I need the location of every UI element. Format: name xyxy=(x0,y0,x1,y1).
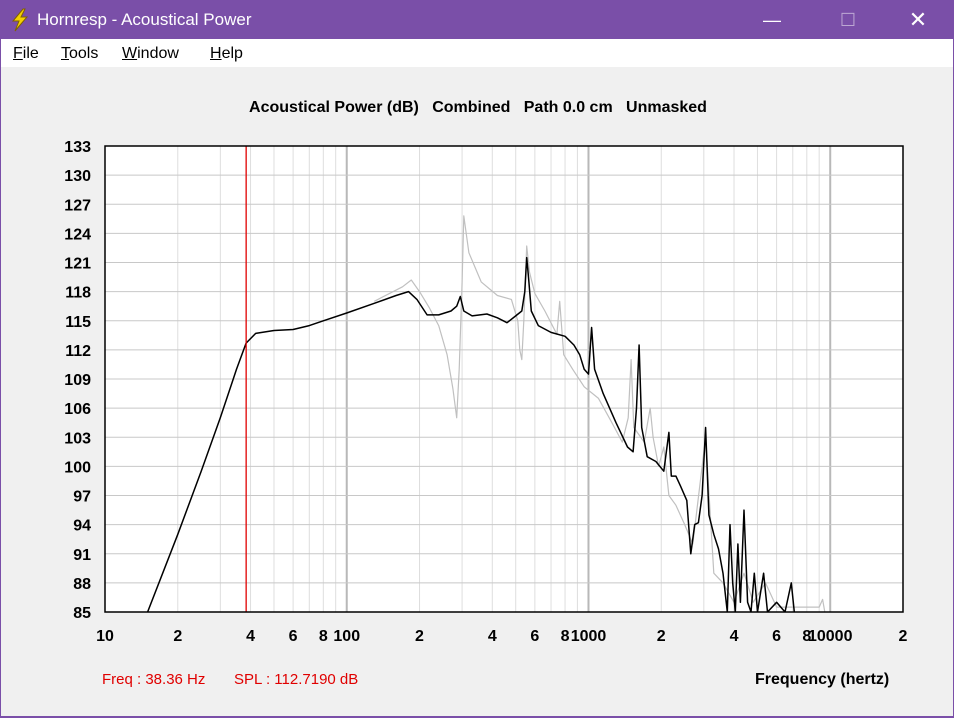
x-tick-label: 8 xyxy=(561,628,570,645)
window-title: Hornresp - Acoustical Power xyxy=(37,10,252,29)
y-tick-label: 100 xyxy=(64,459,91,476)
x-tick-label: 2 xyxy=(899,628,908,645)
lightning-bolt-icon xyxy=(11,8,29,32)
y-tick-label: 109 xyxy=(64,372,91,389)
x-tick-label: 2 xyxy=(173,628,182,645)
y-tick-label: 85 xyxy=(73,605,91,622)
x-tick-label: 4 xyxy=(488,628,497,645)
minimize-button[interactable]: — xyxy=(763,10,781,30)
y-tick-label: 112 xyxy=(65,343,91,360)
y-tick-label: 103 xyxy=(64,430,91,447)
x-tick-label: 8 xyxy=(319,628,328,645)
x-tick-label: 6 xyxy=(530,628,539,645)
series-line-primary xyxy=(146,256,796,612)
y-tick-label: 88 xyxy=(73,576,91,593)
x-tick-label: 6 xyxy=(772,628,781,645)
y-tick-label: 133 xyxy=(64,139,91,156)
x-tick-label: 10000 xyxy=(808,628,853,645)
plot-frame xyxy=(104,145,904,613)
y-tick-label: 121 xyxy=(64,256,91,273)
y-tick-label: 118 xyxy=(65,285,91,302)
status-frequency: Freq : 38.36 Hz xyxy=(102,671,206,688)
y-tick-label: 127 xyxy=(64,197,91,214)
series-line-secondary xyxy=(374,215,826,612)
y-tick-label: 124 xyxy=(64,226,91,243)
chart-title: Acoustical Power (dB) Combined Path 0.0 … xyxy=(249,99,707,116)
x-tick-label: 6 xyxy=(289,628,298,645)
x-tick-label: 4 xyxy=(730,628,739,645)
y-tick-label: 115 xyxy=(65,314,91,331)
x-tick-label: 4 xyxy=(246,628,255,645)
menu-tools[interactable]: Tools xyxy=(61,45,99,62)
x-tick-label: 1000 xyxy=(571,628,607,645)
menu-help[interactable]: Help xyxy=(210,45,243,62)
x-tick-label: 2 xyxy=(657,628,666,645)
x-tick-label: 8 xyxy=(802,628,811,645)
y-tick-label: 97 xyxy=(73,489,91,506)
y-tick-label: 91 xyxy=(73,547,91,564)
x-tick-label: 10 xyxy=(96,628,114,645)
menu-file[interactable]: File xyxy=(13,45,39,62)
maximize-button[interactable]: ☐ xyxy=(839,10,857,30)
x-axis-title: Frequency (hertz) xyxy=(755,671,890,688)
x-tick-label: 100 xyxy=(333,628,360,645)
menu-window[interactable]: Window xyxy=(122,45,179,62)
y-tick-label: 94 xyxy=(73,518,91,535)
title-bar[interactable]: Hornresp - Acoustical Power — ☐ ✕ xyxy=(1,1,953,39)
x-tick-label: 2 xyxy=(415,628,424,645)
y-tick-label: 106 xyxy=(64,401,91,418)
close-button[interactable]: ✕ xyxy=(908,7,928,32)
status-spl: SPL : 112.7190 dB xyxy=(234,671,359,688)
menu-bar: File Tools Window Help xyxy=(1,39,953,67)
y-tick-label: 130 xyxy=(64,168,91,185)
